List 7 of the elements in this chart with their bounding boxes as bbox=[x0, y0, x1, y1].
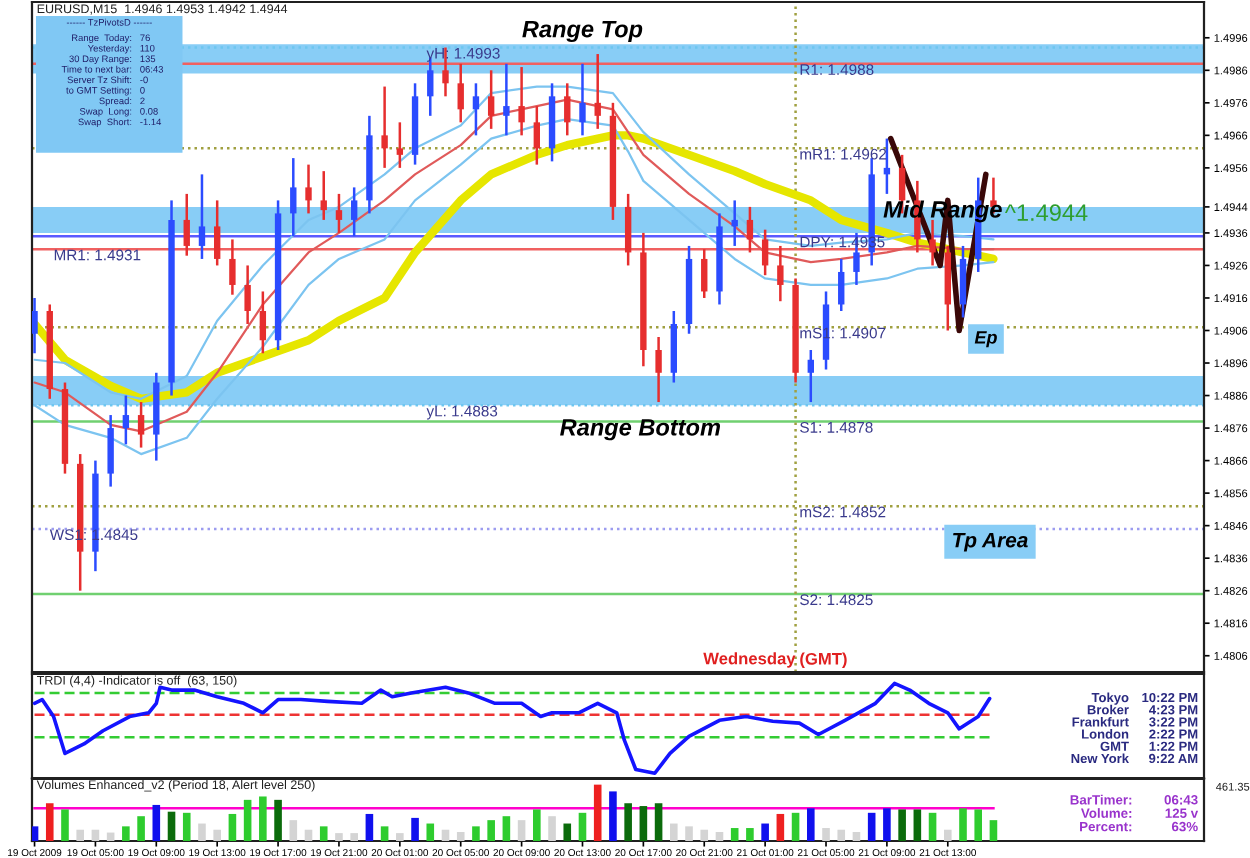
annotation: Range Bottom bbox=[560, 419, 721, 441]
annotation: (GMT) bbox=[800, 652, 847, 669]
annotation: ^1.4944 bbox=[1004, 204, 1088, 221]
annotation: Range Top bbox=[522, 20, 643, 43]
annotation: Tp Area bbox=[953, 532, 1028, 552]
ref-line-label: Wednesday bbox=[703, 652, 796, 668]
annotation: Ep bbox=[974, 331, 997, 348]
